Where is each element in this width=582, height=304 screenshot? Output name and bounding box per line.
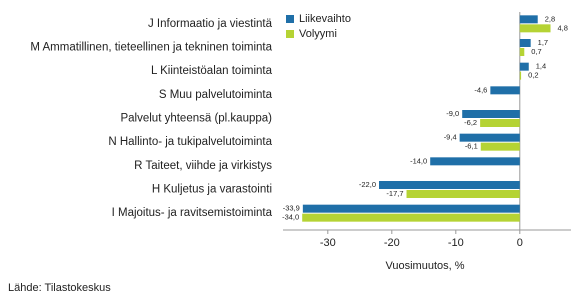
value-label: 4,8: [558, 23, 568, 32]
bar: [480, 119, 520, 127]
value-label: 0,2: [528, 71, 538, 80]
category-label: L Kiinteistöalan toiminta: [151, 65, 273, 77]
x-axis-title: Vuosimuutos, %: [385, 260, 464, 272]
legend-label: Liikevaihto: [299, 13, 351, 25]
value-label: -6,2: [464, 118, 477, 127]
x-tick-label: -10: [448, 237, 464, 249]
bar: [519, 62, 529, 71]
bar: [462, 110, 520, 118]
category-label: N Hallinto- ja tukipalvelutoiminta: [108, 136, 272, 148]
x-tick-label: -30: [320, 237, 336, 249]
value-label: -33,9: [283, 204, 300, 213]
category-label: I Majoitus- ja ravitsemistoiminta: [112, 207, 273, 219]
legend-label: Volyymi: [299, 28, 337, 40]
bar: [490, 86, 520, 95]
value-label: -9,0: [446, 109, 459, 118]
value-label: -17,7: [386, 189, 403, 198]
category-label: H Kuljetus ja varastointi: [152, 184, 272, 196]
category-label: S Muu palvelutoiminta: [159, 89, 273, 101]
bar: [519, 24, 551, 33]
value-label: -9,4: [444, 133, 457, 142]
category-label: R Taiteet, viihde ja virkistys: [134, 160, 272, 172]
bar: [519, 39, 531, 47]
value-label: -6,1: [465, 142, 478, 151]
x-tick-label: -20: [384, 237, 400, 249]
value-label: 0,7: [531, 47, 541, 56]
category-label: Palvelut yhteensä (pl.kauppa): [120, 113, 272, 125]
value-label: -22,0: [359, 180, 376, 189]
value-label: 2,8: [545, 14, 555, 23]
bar: [302, 204, 520, 213]
bar: [406, 190, 520, 198]
bar: [519, 71, 522, 80]
bar: [379, 181, 520, 189]
value-label: 1,7: [538, 38, 548, 47]
category-label: M Ammatillinen, tieteellinen ja tekninen…: [30, 42, 272, 54]
bar: [302, 213, 520, 222]
bar: [519, 15, 538, 24]
legend-swatch: [286, 15, 294, 23]
legend-swatch: [286, 30, 294, 38]
value-label: -4,6: [474, 85, 487, 94]
bar: [459, 133, 520, 142]
bar: [480, 142, 520, 151]
value-label: -14,0: [410, 156, 427, 165]
value-label: -34,0: [282, 213, 299, 222]
category-label: J Informaatio ja viestintä: [148, 18, 273, 30]
bar: [430, 157, 520, 166]
x-tick-label: 0: [517, 237, 523, 249]
bar: [519, 48, 525, 56]
source: Lähde: Tilastokeskus: [8, 282, 111, 294]
value-label: 1,4: [536, 62, 546, 71]
